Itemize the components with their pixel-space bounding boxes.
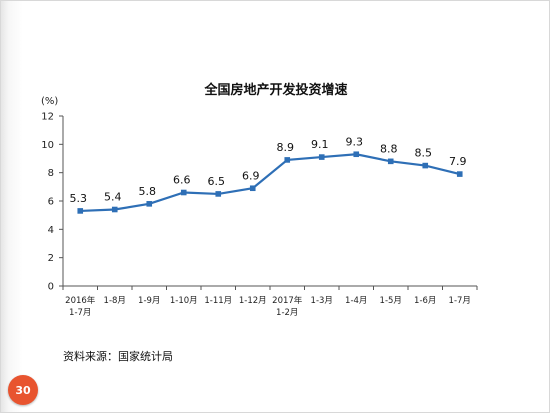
x-tick-label: 1-11月 [204,296,232,306]
x-tick-label: 1-5月 [380,296,402,306]
data-point [422,162,429,169]
x-tick-label: 1-9月 [138,296,160,306]
x-tick-label: 1-7月 [69,308,91,318]
data-label: 6.5 [208,175,226,188]
source-note: 资料来源：国家统计局 [63,350,173,363]
y-tick-label: 12 [41,112,54,123]
data-point [353,151,360,158]
chart-title: 全国房地产开发投资增速 [203,82,347,98]
y-axis-unit: (%) [41,96,58,107]
y-tick-label: 2 [48,253,54,264]
y-tick-label: 10 [41,140,54,151]
data-point [284,157,291,163]
y-tick-label: 0 [48,282,54,293]
x-tick-label: 1-8月 [104,296,126,306]
data-point [146,201,153,207]
data-point [215,191,222,197]
y-tick-label: 4 [48,225,54,236]
series-line [80,153,461,213]
data-label: 8.8 [380,142,398,155]
x-tick-label: 2017年 [272,295,303,306]
data-label: 8.9 [277,141,295,154]
data-label: 9.1 [311,138,329,151]
data-point [180,189,187,196]
x-tick-label: 1-2月 [276,308,298,318]
x-tick-label: 1-10月 [170,296,198,306]
data-point [318,154,325,160]
data-label: 6.9 [242,169,260,182]
x-tick-label: 1-3月 [311,296,333,306]
x-tick-label: 1-12月 [239,296,267,306]
data-point [456,171,463,177]
data-label: 5.3 [70,192,88,205]
data-label: 5.4 [104,191,122,204]
data-label: 6.6 [173,174,191,187]
x-tick-label: 1-4月 [345,296,367,306]
page-number-badge: 30 [8,375,38,405]
y-tick-label: 6 [48,197,54,208]
x-tick-label: 1-7月 [449,296,471,306]
x-tick-label: 2016年 [65,295,96,306]
x-tick-label: 1-6月 [414,296,436,306]
data-point [77,208,84,214]
data-label: 9.3 [346,135,364,148]
data-label: 5.8 [139,185,157,198]
data-point [249,185,256,192]
data-label: 8.5 [415,147,433,160]
data-point [387,158,394,165]
y-tick-label: 8 [48,168,54,179]
data-point [111,206,118,213]
data-label: 7.9 [449,155,467,168]
